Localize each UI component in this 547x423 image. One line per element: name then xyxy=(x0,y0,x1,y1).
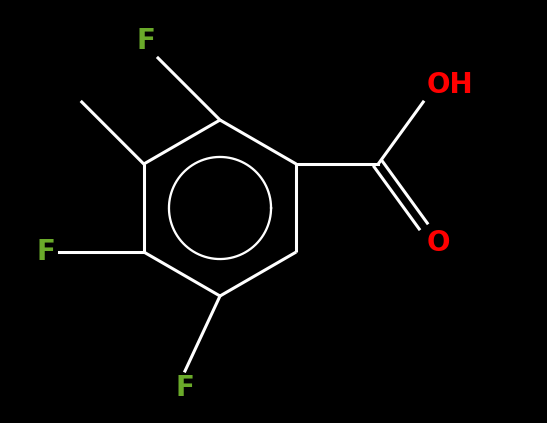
Text: O: O xyxy=(426,229,450,257)
Text: F: F xyxy=(176,374,194,402)
Text: F: F xyxy=(37,238,56,266)
Text: F: F xyxy=(136,27,155,55)
Text: OH: OH xyxy=(426,71,473,99)
